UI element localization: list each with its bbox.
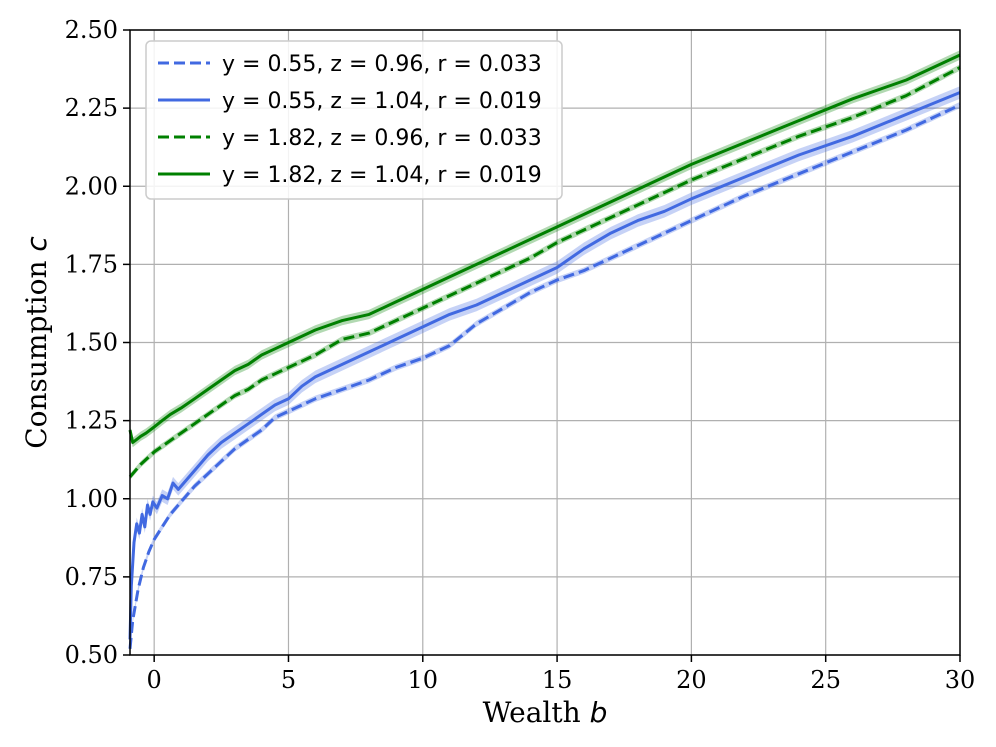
x-tick-label: 25 (810, 666, 841, 694)
legend-box (145, 40, 563, 200)
y-tick-label: 2.00 (65, 172, 118, 200)
x-tick-label: 5 (281, 666, 296, 694)
y-tick-label: 1.50 (65, 329, 118, 357)
series-line-3 (128, 66, 961, 478)
series-line-2 (128, 91, 961, 640)
x-tick-label: 10 (408, 666, 439, 694)
y-tick-label: 1.00 (65, 485, 118, 513)
legend-entry-label: y = 0.55, z = 0.96, r = 0.033 (222, 52, 542, 77)
x-tick-label: 15 (542, 666, 573, 694)
legend-entry-label: y = 1.82, z = 0.96, r = 0.033 (222, 126, 542, 151)
legend-entry-label: y = 0.55, z = 1.04, r = 0.019 (222, 89, 542, 114)
x-tick-label: 30 (945, 666, 976, 694)
x-tick-label: 20 (676, 666, 707, 694)
y-tick-label: 2.50 (65, 16, 118, 44)
y-tick-label: 0.50 (65, 641, 118, 669)
series-line-4 (128, 53, 961, 444)
legend-entry-label: y = 1.82, z = 1.04, r = 0.019 (222, 163, 542, 188)
series-line-1 (128, 103, 961, 649)
y-axis-label: Consumption c (20, 236, 53, 449)
y-tick-label: 2.25 (65, 94, 118, 122)
x-axis-label: Wealth b (483, 696, 608, 729)
y-tick-label: 1.25 (65, 407, 118, 435)
x-axis-ticks: 0 5 10 15 20 25 30 (147, 655, 976, 694)
y-axis-ticks: 0.50 0.75 1.00 1.25 1.50 1.75 2.00 2.25 2.50 (65, 16, 130, 669)
series-lines (128, 53, 961, 649)
y-tick-label: 0.75 (65, 563, 118, 591)
legend: y = 0.55, z = 0.96, r = 0.033 y = 0.55, z… (145, 40, 563, 200)
x-tick-label: 0 (147, 666, 162, 694)
y-tick-label: 1.75 (65, 250, 118, 278)
